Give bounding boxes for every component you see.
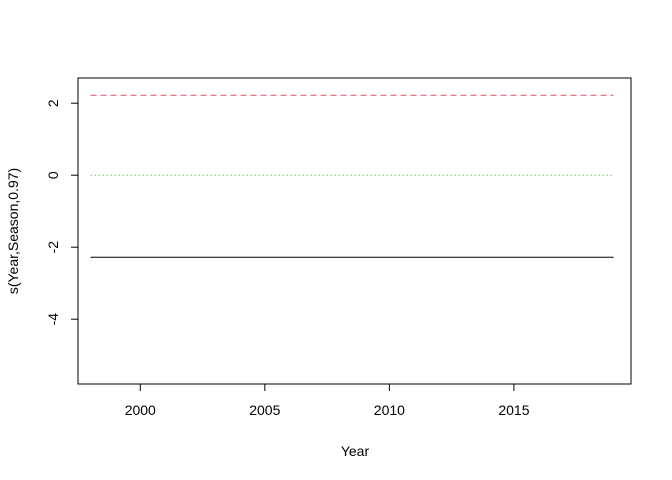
- y-axis: 2 0 -2 -4: [45, 99, 79, 326]
- x-tick-label: 2015: [498, 402, 529, 418]
- x-tick-label: 2000: [125, 402, 156, 418]
- y-tick-label: 2: [45, 99, 61, 107]
- series-layer: [90, 94, 614, 258]
- y-tick-label: -2: [45, 241, 61, 254]
- x-axis: 2000 2005 2010 2015: [125, 383, 530, 418]
- y-tick-label: 0: [45, 171, 61, 179]
- y-axis-label: s(Year,Season,0.97): [5, 168, 21, 294]
- x-axis-label: Year: [341, 443, 370, 459]
- x-tick-label: 2010: [374, 402, 405, 418]
- y-tick-label: -4: [45, 313, 61, 326]
- plot-frame: [77, 77, 632, 385]
- x-tick-label: 2005: [249, 402, 280, 418]
